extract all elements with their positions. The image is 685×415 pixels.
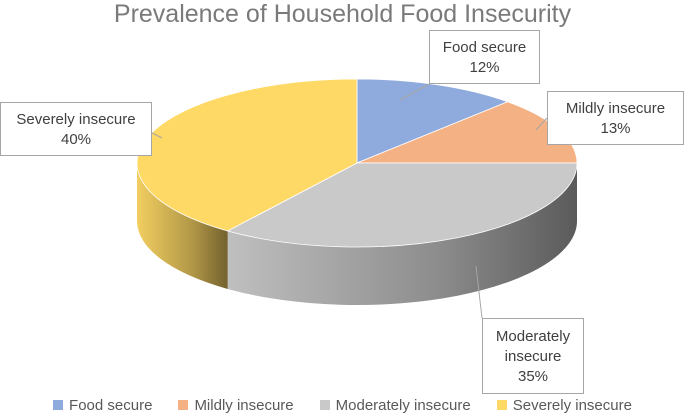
legend-label-moderately-insecure: Moderately insecure: [335, 396, 471, 414]
data-label-text-mildly-insecure-0: Mildly insecure: [566, 100, 665, 117]
data-label-text-severely-insecure-0: Severely insecure: [16, 111, 135, 128]
leader-line-moderately-insecure: [475, 265, 483, 319]
data-label-mildly-insecure: Mildly insecure 13%: [535, 91, 684, 145]
leader-line-food-secure: [399, 83, 430, 101]
slice-side-severely-insecure-shade: [137, 163, 228, 289]
slice-moderately-insecure: [226, 162, 578, 248]
legend-item-mildly-insecure: Mildly insecure: [178, 396, 294, 414]
legend-swatch-severely-insecure: [496, 400, 507, 410]
legend-swatch-food-secure: [53, 400, 64, 410]
pie-chart: Food secure 12% Mildly insecure 13% Moderate…: [0, 30, 684, 394]
data-label-text-severely-insecure-1: 40%: [61, 131, 91, 148]
data-label-box-food-secure: [429, 30, 540, 84]
legend-swatch-mildly-insecure: [178, 400, 189, 410]
leader-line-mildly-insecure: [535, 117, 548, 131]
data-label-food-secure: Food secure 12%: [399, 30, 540, 101]
leader-line-severely-insecure: [151, 132, 163, 139]
slice-side-moderately-insecure-shade: [227, 163, 577, 305]
legend-item-severely-insecure: Severely insecure: [496, 396, 632, 414]
data-label-text-moderately-insecure-2: 35%: [518, 368, 548, 385]
legend-label-severely-insecure: Severely insecure: [512, 396, 632, 414]
data-label-text-mildly-insecure-1: 13%: [600, 120, 630, 137]
legend-swatch-moderately-insecure: [319, 400, 330, 410]
chart-title: Prevalence of Household Food Insecurity: [113, 0, 572, 28]
data-label-text-moderately-insecure-1: insecure: [505, 348, 562, 365]
data-label-moderately-insecure: Moderately insecure 35%: [475, 265, 584, 394]
data-label-text-moderately-insecure-0: Moderately: [496, 328, 571, 345]
data-label-box-mildly-insecure: [547, 91, 684, 145]
legend-label-food-secure: Food secure: [69, 396, 153, 414]
legend-item-food-secure: Food secure: [53, 397, 152, 414]
legend-label-mildly-insecure: Mildly insecure: [194, 396, 294, 414]
legend-item-moderately-insecure: Moderately insecure: [319, 396, 471, 414]
slice-food-secure: [356, 78, 509, 164]
data-label-text-food-secure-1: 12%: [469, 59, 499, 76]
data-label-box-moderately-insecure: [482, 318, 584, 394]
data-label-text-food-secure-0: Food secure: [443, 39, 526, 56]
data-label-box-severely-insecure: [0, 102, 152, 156]
data-label-severely-insecure: Severely insecure 40%: [0, 102, 163, 156]
legend: Food secure Mildly insecure Moderately ins…: [0, 395, 685, 415]
